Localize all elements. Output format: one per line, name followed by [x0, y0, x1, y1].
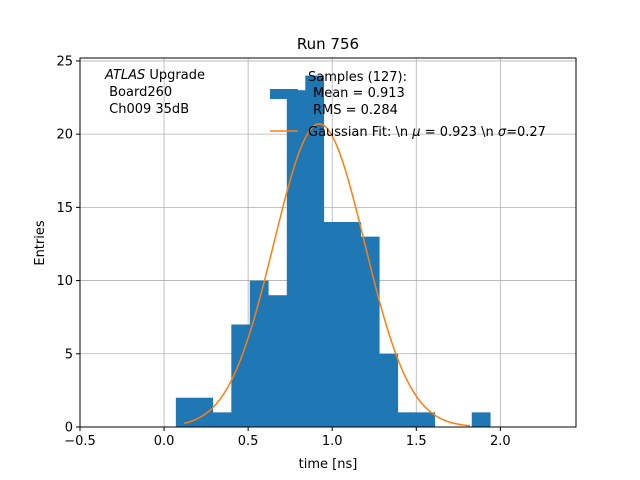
board-label: Board260 [105, 85, 172, 100]
channel-label: Ch009 35dB [105, 102, 189, 117]
chart-title: Run 756 [297, 35, 359, 53]
histogram-bar [231, 324, 251, 427]
y-axis-label: Entries [33, 220, 48, 266]
histogram-bar [397, 412, 417, 427]
axes-frame [79, 57, 577, 428]
experiment-suffix: Upgrade [145, 68, 205, 83]
legend-samples-mean: Mean = 0.913 [313, 86, 405, 101]
x-tick-label: 0.0 [154, 434, 175, 449]
y-tick-label: 5 [65, 347, 73, 362]
x-tick-label: 1.5 [406, 434, 427, 449]
histogram-bar [194, 397, 214, 427]
atlas-annotation: ATLAS Upgrade [104, 68, 205, 83]
legend: Samples (127): Mean = 0.913 RMS = 0.284 … [270, 70, 546, 140]
histogram-bar [379, 353, 399, 427]
y-tick-label: 0 [65, 421, 73, 436]
histogram-bar [342, 222, 362, 427]
histogram-bar [175, 397, 195, 427]
y-axis-ticks: 0 5 10 15 20 25 [56, 54, 80, 436]
experiment-name: ATLAS [104, 68, 145, 83]
y-tick-label: 20 [56, 128, 73, 143]
gaussian-fit-line [184, 123, 471, 427]
histogram-bar [305, 75, 325, 428]
legend-samples-title: Samples (127): [308, 70, 407, 85]
x-tick-label: 0.5 [238, 434, 259, 449]
y-tick-label: 25 [56, 54, 73, 69]
x-tick-label: 1.0 [322, 434, 343, 449]
histogram-bar [268, 295, 288, 427]
y-tick-label: 10 [56, 274, 73, 289]
histogram-bar [416, 412, 436, 427]
legend-histogram-swatch [270, 89, 298, 99]
x-tick-label: 2.0 [490, 434, 511, 449]
y-tick-label: 15 [56, 201, 73, 216]
histogram-bar [471, 412, 491, 427]
histogram-bar [286, 90, 306, 427]
legend-samples-rms: RMS = 0.284 [313, 103, 398, 118]
histogram-bar [323, 222, 343, 427]
histogram-bar [212, 412, 232, 427]
histogram-bars [175, 75, 491, 428]
legend-fit-label: Gaussian Fit: \n μ = 0.923 \n σ=0.27 [308, 125, 546, 140]
x-tick-label: −0.5 [64, 434, 96, 449]
x-axis-ticks: −0.5 0.0 0.5 1.0 1.5 2.0 [64, 427, 511, 449]
x-axis-label: time [ns] [299, 457, 358, 472]
